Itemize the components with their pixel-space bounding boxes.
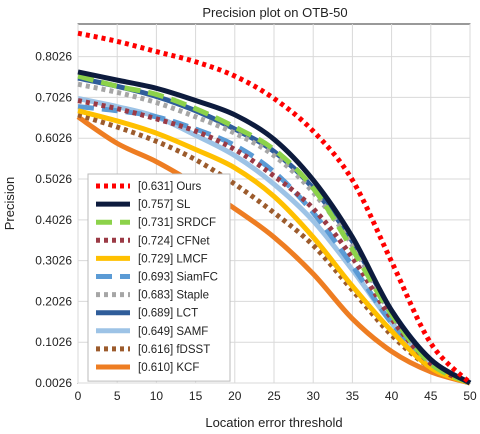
series-line [77, 30, 472, 385]
x-tick-label: 10 [150, 389, 164, 403]
y-tick-label: 0.6026 [35, 131, 72, 145]
series-line [76, 114, 471, 386]
x-tick-label: 20 [228, 389, 242, 403]
legend-entry: [0.649] SAMF [138, 326, 208, 338]
chart-title: Precision plot on OTB-50 [202, 5, 347, 20]
y-tick-label: 0.7026 [35, 90, 72, 104]
x-tick-label: 35 [346, 389, 360, 403]
y-tick-label: 0.3026 [35, 254, 72, 268]
legend-entry: [0.729] LMCF [138, 253, 208, 265]
legend-entry: [0.731] SRDCF [138, 217, 216, 229]
x-tick-label: 0 [75, 389, 82, 403]
legend-entry: [0.724] CFNet [138, 235, 210, 247]
x-axis-ticks: 0 5 10 15 20 25 30 35 40 45 50 [75, 389, 477, 403]
x-tick-label: 15 [189, 389, 203, 403]
legend-entry: [0.683] Staple [138, 290, 209, 302]
legend-entry: [0.693] SiamFC [138, 272, 218, 284]
legend-entry: [0.631] Ours [138, 181, 202, 193]
y-tick-label: 0.2026 [35, 294, 72, 308]
legend-entry: [0.610] KCF [138, 362, 199, 374]
legend: [0.631] Ours [0.757] SL [0.731] SRDCF [0.72… [87, 173, 231, 382]
x-tick-label: 50 [463, 389, 477, 403]
legend-entry: [0.757] SL [138, 199, 191, 211]
y-tick-label: 0.5026 [35, 172, 72, 186]
series-line [77, 69, 472, 386]
y-tick-label: 0.4026 [35, 213, 72, 227]
x-tick-label: 25 [267, 389, 281, 403]
y-axis-title: Precision [2, 177, 17, 230]
x-axis-title: Location error threshold [205, 415, 342, 430]
legend-entry: [0.689] LCT [138, 308, 198, 320]
y-tick-label: 0.1026 [35, 335, 72, 349]
y-tick-label: 0.0026 [35, 376, 72, 390]
y-tick-label: 0.8026 [35, 50, 72, 64]
series-layer [76, 30, 472, 386]
x-tick-label: 45 [424, 389, 438, 403]
x-tick-label: 40 [385, 389, 399, 403]
y-axis-ticks: 0.0026 0.1026 0.2026 0.3026 0.4026 0.5026 0.60… [35, 50, 72, 390]
x-tick-label: 30 [307, 389, 321, 403]
x-tick-label: 5 [114, 389, 121, 403]
series-line [77, 108, 471, 386]
legend-entry: [0.616] fDSST [138, 344, 210, 356]
